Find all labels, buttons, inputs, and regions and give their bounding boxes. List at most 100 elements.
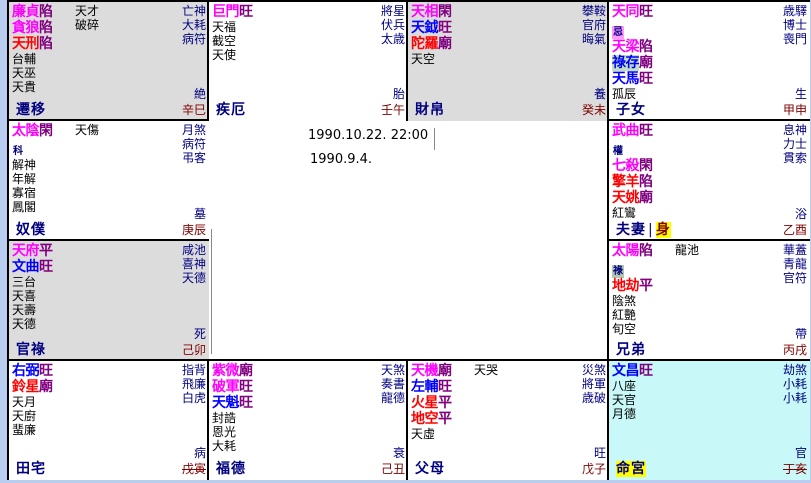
star-brightness: 旺 [639, 4, 653, 20]
palace-cell-2[interactable]: 巨門旺 天福 截空 天使 將星 伏兵 太歳胎壬午 疾厄 [207, 0, 408, 121]
spirit-list: 華蓋 青龍 官符 [783, 243, 807, 285]
star-brightness: 平 [39, 243, 53, 259]
palace-cell-4[interactable]: 天同旺忌天梁陷 祿存廟 天馬旺 孤辰 歳驛 博士 喪門生甲申 子女 [607, 0, 810, 121]
star-brightness: 閑 [438, 4, 452, 20]
star-brightness: 平 [438, 411, 452, 427]
minor-star: 旬空 [612, 322, 637, 336]
star-brightness: 陷 [639, 243, 653, 259]
star-brightness: 廟 [639, 190, 653, 206]
star-list: 武曲旺權七殺閑 擎羊陷 天姚廟 紅鸞 [612, 123, 653, 220]
main-star: 天府平 [12, 243, 53, 259]
palace-cell-6[interactable]: 武曲旺權七殺閑 擎羊陷 天姚廟 紅鸞 息神 力士 貫索浴乙酉 夫妻 | 身 [607, 119, 810, 241]
spirit-list: 息神 力士 貫索 [783, 123, 807, 165]
minor-star: 月德 [612, 407, 637, 421]
palace-name: 子女 [616, 99, 646, 119]
minor-star: 天哭 [474, 363, 499, 377]
spirit-star: 小耗 [782, 377, 807, 391]
spirit-star: 博士 [782, 18, 807, 32]
minor-star: 天貴 [12, 80, 37, 94]
palace-label: 財帛 [415, 102, 445, 118]
spirit-star: 將星 [380, 4, 405, 18]
star-brightness: 旺 [639, 123, 653, 139]
ziwei-chart: 1990.10.22. 22:00 1990.9.4. 廉貞陷 貪狼陷 天刑陷 台輔天… [7, 0, 810, 480]
life-stage: 帶 [794, 327, 807, 341]
star-name: 火星 [411, 395, 439, 411]
spirit-star: 咸池 [181, 243, 206, 257]
palace-cell-7[interactable]: 天府平 文曲旺 三台 天喜 天壽 天德 咸池 喜神 天德死己卯 官祿 [7, 239, 209, 361]
life-stage: 絶 [193, 87, 206, 101]
palace-cell-10[interactable]: 紫微廟 破軍旺 天魁旺 封誥 恩光 大耗 天煞 奏書 龍德衰己丑 福德 [207, 359, 408, 480]
star-list: 天府平 文曲旺 三台 天喜 天壽 天德 [12, 243, 53, 331]
main-star: 天機廟 [411, 363, 452, 379]
star-brightness: 旺 [239, 395, 253, 411]
minor-star: 天廚 [12, 409, 37, 423]
star-brightness: 陷 [39, 36, 53, 52]
star-brightness: 旺 [239, 379, 253, 395]
spirit-list: 攀鞍 官府 晦氣 [582, 4, 606, 46]
spirit-star: 將軍 [581, 377, 606, 391]
star-name: 天府 [12, 243, 40, 259]
palace-cell-11[interactable]: 天機廟 左輔旺 火星平 地空平 天虛 天哭 災煞 將軍 歳破旺戊子 父母 [406, 359, 609, 480]
star-brightness: 旺 [639, 71, 653, 87]
palace-label: 兄弟 [616, 342, 646, 358]
main-star: 天梁陷 [612, 39, 653, 55]
palace-label: 官祿 [16, 342, 46, 358]
life-stage: 浴 [794, 207, 807, 221]
main-star: 太陽陷 [612, 243, 653, 259]
spirit-star: 歳驛 [782, 4, 807, 18]
palace-cell-3[interactable]: 天相閑 天鉞旺 陀羅廟 天空 攀鞍 官府 晦氣養癸未 財帛 [406, 0, 609, 121]
palace-name: 兄弟 [616, 339, 646, 359]
star-name: 貪狼 [12, 20, 40, 36]
star-name: 陀羅 [411, 36, 439, 52]
ganzhi: 癸未 [581, 103, 606, 117]
spirit-star: 喜神 [181, 257, 206, 271]
palace-label: 遷移 [16, 102, 46, 118]
star-brightness: 旺 [438, 20, 452, 36]
main-star: 右弼旺 [12, 363, 53, 379]
minor-star: 天福 [212, 20, 237, 34]
spirit-list: 將星 伏兵 太歳 [381, 4, 405, 46]
palace-label: 命宮 [616, 461, 646, 477]
life-stage: 病 [193, 446, 206, 460]
palace-label: 田宅 [16, 461, 46, 477]
minor-star: 天德 [12, 317, 37, 331]
life-stage: 官 [794, 446, 807, 460]
spirit-star: 災煞 [581, 363, 606, 377]
star-name: 地空 [411, 411, 439, 427]
spirit-list: 劫煞 小耗 小耗 [783, 363, 807, 405]
minor-star: 天巫 [12, 66, 37, 80]
spirit-list: 歳驛 博士 喪門 [783, 4, 807, 46]
palace-cell-9[interactable]: 右弼旺 鈴星廟 天月 天廚 蜚廉 指背 飛廉 白虎病戊寅 田宅 [7, 359, 209, 480]
ganzhi: 丙戌 [782, 343, 807, 357]
main-star: 破軍旺 [212, 379, 253, 395]
transform-marker: 祿 [612, 265, 624, 278]
palace-name: 福德 [216, 458, 246, 478]
spirit-list: 天煞 奏書 龍德 [381, 363, 405, 405]
spirit-star: 大耗 [181, 18, 206, 32]
life-stage: 生 [794, 87, 807, 101]
main-star: 貪狼陷 [12, 20, 53, 36]
minor-star: 破碎 [75, 18, 100, 32]
palace-cell-5[interactable]: 太陰閑科解神 年解 寡宿 鳳閣 天傷 月煞 病符 弔客墓庚辰 奴僕 [7, 119, 209, 241]
ganzhi: 乙酉 [782, 223, 807, 237]
minor-star: 大耗 [212, 439, 237, 453]
minor-star: 天才 [75, 4, 100, 18]
palace-cell-12[interactable]: 文昌旺 八座 天官 月德 劫煞 小耗 小耗官丁亥 命宮 [607, 359, 810, 480]
minor-star: 天官 [612, 393, 637, 407]
main-star: 七殺閑 [612, 158, 653, 174]
star-list: 天機廟 左輔旺 火星平 地空平 天虛 [411, 363, 452, 441]
minor-star: 封誥 [212, 411, 237, 425]
spirit-star: 息神 [782, 123, 807, 137]
star-name: 天鉞 [411, 20, 439, 36]
star-name: 擎羊 [612, 174, 640, 190]
palace-name: 財帛 [415, 99, 445, 119]
spirit-star: 白虎 [181, 391, 206, 405]
main-star: 紫微廟 [212, 363, 253, 379]
palace-cell-1[interactable]: 廉貞陷 貪狼陷 天刑陷 台輔 天巫 天貴 天才 破碎 亡神 大耗 病符絶辛巳 遷移 [7, 0, 209, 121]
lunar-date: 1990.9.4. [310, 152, 373, 167]
star-brightness: 陷 [39, 4, 53, 20]
palace-cell-8[interactable]: 太陽陷祿地劫平 陰煞 紅艷 旬空 龍池 華蓋 青龍 官符帶丙戌 兄弟 [607, 239, 810, 361]
palace-label: 疾厄 [216, 102, 246, 118]
palace-label: 夫妻 [616, 222, 646, 238]
star-name: 廉貞 [12, 4, 40, 20]
